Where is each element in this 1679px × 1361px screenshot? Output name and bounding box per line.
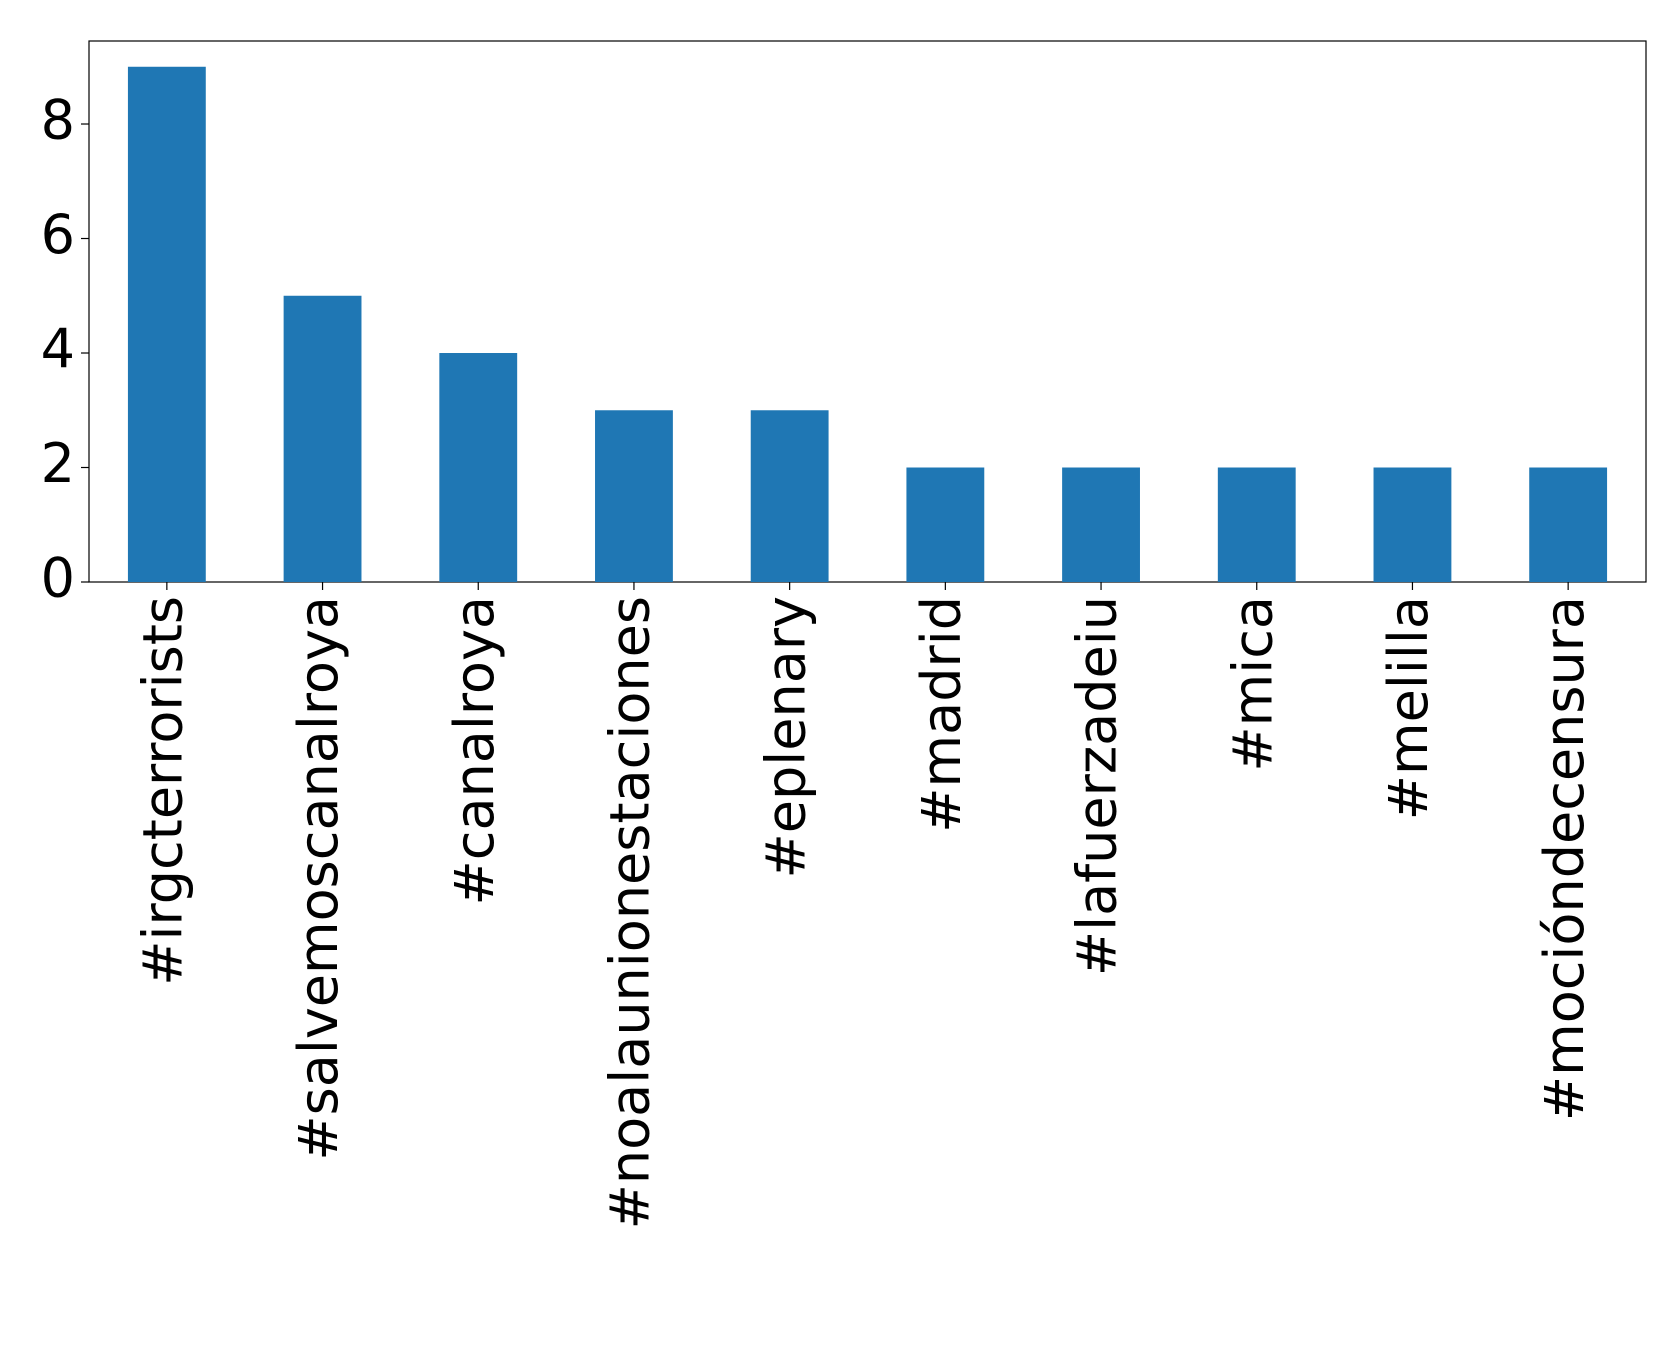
bar <box>439 353 518 582</box>
x-tick-label: #canalroya <box>443 596 506 905</box>
bar <box>1062 467 1140 582</box>
x-tick-label: #noalaunionestaciones <box>599 596 662 1229</box>
x-tick-label: #lafuerzadeiu <box>1066 596 1129 976</box>
bar <box>750 410 829 582</box>
plot-frame <box>88 40 1647 583</box>
x-tick-label: #mocióndecensura <box>1533 596 1596 1121</box>
y-tick-label: 0 <box>41 547 75 610</box>
y-tick-label: 4 <box>41 318 75 381</box>
x-tick-label: #madrid <box>910 596 973 833</box>
bar <box>1217 467 1296 582</box>
bar <box>906 467 985 582</box>
y-tick-label: 8 <box>41 89 75 152</box>
x-tick-label: #salvemoscanalroya <box>287 596 350 1161</box>
x-tick-label: #mica <box>1221 596 1284 772</box>
bar <box>1529 467 1608 582</box>
y-tick-label: 2 <box>41 432 75 495</box>
bar <box>283 295 362 582</box>
y-tick-label: 6 <box>41 203 75 266</box>
bar <box>1373 467 1452 582</box>
bar <box>595 410 673 582</box>
bar <box>127 66 206 582</box>
x-tick-label: #irgcterrorists <box>131 596 194 986</box>
x-tick-label: #eplenary <box>754 596 817 878</box>
x-tick-label: #melilla <box>1377 596 1440 820</box>
